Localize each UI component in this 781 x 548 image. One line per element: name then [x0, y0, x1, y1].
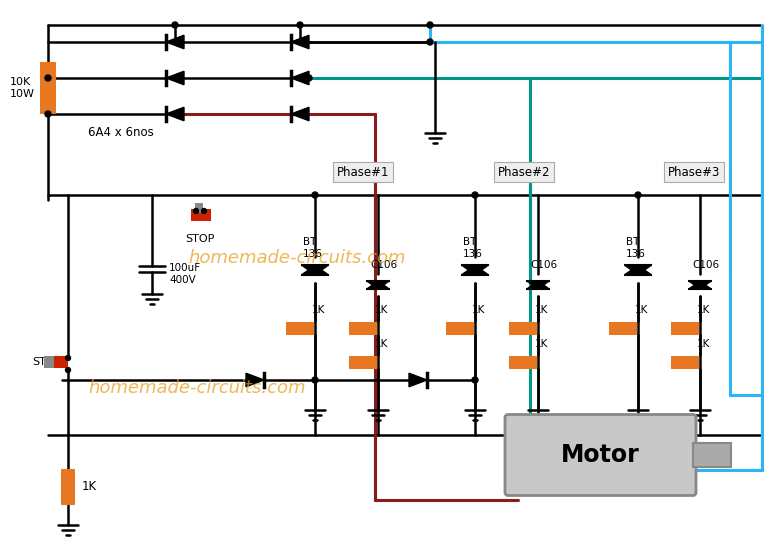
- Text: 6A4 x 6nos: 6A4 x 6nos: [88, 127, 154, 140]
- Text: Phase#1: Phase#1: [337, 165, 390, 179]
- FancyBboxPatch shape: [505, 414, 696, 495]
- Bar: [61, 469, 75, 505]
- Polygon shape: [625, 265, 651, 275]
- Polygon shape: [291, 71, 309, 85]
- Circle shape: [172, 22, 178, 28]
- Text: 100uF
400V: 100uF 400V: [169, 263, 201, 285]
- Text: 1K: 1K: [312, 305, 326, 315]
- Circle shape: [635, 192, 641, 198]
- Circle shape: [45, 111, 51, 117]
- Bar: [40, 62, 56, 114]
- Circle shape: [306, 75, 312, 81]
- Text: Phase#3: Phase#3: [668, 165, 720, 179]
- Text: 1K: 1K: [535, 305, 548, 315]
- Polygon shape: [527, 281, 549, 289]
- Bar: [286, 322, 314, 334]
- Polygon shape: [625, 265, 651, 275]
- Circle shape: [312, 192, 318, 198]
- Text: 1K: 1K: [472, 305, 485, 315]
- Bar: [446, 322, 474, 334]
- Bar: [54, 356, 68, 368]
- Circle shape: [427, 22, 433, 28]
- Polygon shape: [166, 107, 184, 121]
- Polygon shape: [409, 373, 427, 387]
- Circle shape: [66, 368, 70, 373]
- Text: 1K: 1K: [375, 305, 388, 315]
- Circle shape: [66, 356, 70, 361]
- Circle shape: [297, 22, 303, 28]
- Text: 1K: 1K: [697, 305, 711, 315]
- Bar: [349, 322, 377, 334]
- Bar: [693, 443, 731, 467]
- Polygon shape: [462, 265, 488, 275]
- Text: 10K
10W: 10K 10W: [10, 77, 35, 99]
- Polygon shape: [462, 265, 488, 275]
- Text: 1K: 1K: [697, 339, 711, 349]
- Circle shape: [472, 192, 478, 198]
- Bar: [671, 322, 699, 334]
- Polygon shape: [302, 265, 328, 275]
- Text: BT
136: BT 136: [303, 237, 323, 259]
- Polygon shape: [689, 281, 711, 289]
- Circle shape: [45, 75, 51, 81]
- Text: START: START: [32, 357, 66, 367]
- Polygon shape: [527, 281, 549, 289]
- Text: BT
136: BT 136: [626, 237, 646, 259]
- Bar: [509, 322, 537, 334]
- Bar: [509, 356, 537, 368]
- Text: 1K: 1K: [82, 481, 97, 494]
- Circle shape: [194, 208, 198, 214]
- Circle shape: [312, 377, 318, 383]
- Bar: [349, 356, 377, 368]
- Text: C106: C106: [692, 260, 719, 270]
- Polygon shape: [246, 373, 264, 387]
- Circle shape: [472, 377, 478, 383]
- Text: C106: C106: [370, 260, 397, 270]
- Text: C106: C106: [530, 260, 557, 270]
- Polygon shape: [166, 35, 184, 49]
- Text: 1K: 1K: [375, 339, 388, 349]
- Bar: [671, 356, 699, 368]
- Polygon shape: [166, 71, 184, 85]
- Polygon shape: [367, 281, 389, 289]
- Bar: [195, 203, 203, 213]
- Text: homemade-circuits.com: homemade-circuits.com: [188, 249, 405, 267]
- Text: 1K: 1K: [635, 305, 648, 315]
- Polygon shape: [302, 265, 328, 275]
- Bar: [609, 322, 637, 334]
- Circle shape: [201, 208, 206, 214]
- Polygon shape: [291, 107, 309, 121]
- Polygon shape: [291, 35, 309, 49]
- Text: Phase#2: Phase#2: [498, 165, 551, 179]
- Circle shape: [427, 39, 433, 45]
- Polygon shape: [367, 281, 389, 289]
- Bar: [44, 356, 54, 368]
- Text: STOP: STOP: [185, 234, 215, 244]
- Bar: [191, 209, 211, 221]
- Text: 1K: 1K: [535, 339, 548, 349]
- Text: BT
136: BT 136: [463, 237, 483, 259]
- Polygon shape: [689, 281, 711, 289]
- Text: Motor: Motor: [561, 443, 640, 467]
- Text: homemade-circuits.com: homemade-circuits.com: [88, 379, 305, 397]
